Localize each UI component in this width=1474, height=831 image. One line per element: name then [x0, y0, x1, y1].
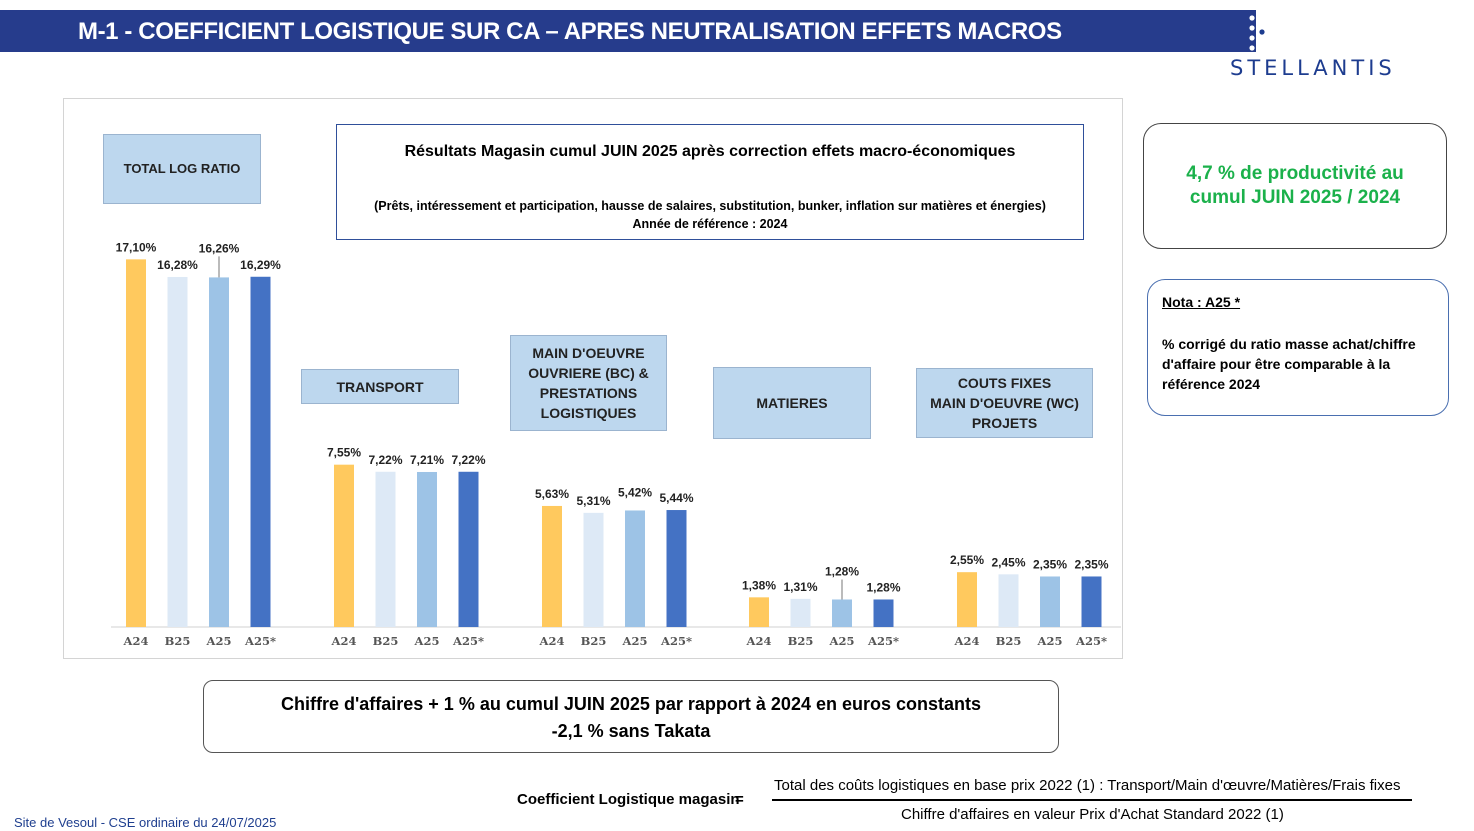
formula-numerator: Total des coûts logistiques en base prix…	[774, 777, 1401, 794]
bar-1-1	[375, 471, 396, 627]
results-subtitle: (Prêts, intéressement et participation, …	[374, 199, 1046, 213]
bar-0-0	[126, 259, 146, 627]
value-label: 17,10%	[116, 240, 157, 254]
revenue-line-1: Chiffre d'affaires + 1 % au cumul JUIN 2…	[280, 694, 982, 714]
bar-1-3	[458, 471, 479, 627]
bar-chart: 17,10% A24 16,28% B25 16,26% A25 16,29% A25* 7,5…	[111, 240, 1121, 648]
x-tick-label: A25*	[244, 634, 276, 648]
productivity-line-1: 4,7 % de productivité au	[1186, 163, 1404, 184]
results-reference: Année de référence : 2024	[632, 217, 788, 231]
stellantis-dots-icon	[1249, 15, 1265, 51]
value-label: 1,28%	[866, 580, 900, 594]
x-tick-label: A24	[123, 634, 149, 648]
formula-label: Coefficient Logistique magasin	[517, 791, 740, 808]
revenue-box: Chiffre d'affaires + 1 % au cumul JUIN 2…	[203, 680, 1059, 753]
bar-4-2	[1040, 576, 1060, 627]
x-tick-label: B25	[165, 634, 191, 648]
value-label: 2,55%	[950, 553, 984, 567]
nota-box: Nota : A25 * % corrigé du ratio masse ac…	[1147, 279, 1449, 416]
bar-2-3	[666, 510, 687, 627]
bar-0-2	[209, 277, 229, 627]
x-tick-label: A25	[829, 634, 855, 648]
bar-2-1	[583, 512, 604, 627]
group-label-matieres: MATIERES	[713, 367, 871, 439]
footer-site: Site de Vesoul - CSE ordinaire du 24/07/…	[14, 815, 277, 830]
bar-4-1	[998, 574, 1019, 627]
x-tick-label: A25*	[452, 634, 484, 648]
value-label: 7,22%	[368, 453, 402, 467]
results-info-box: Résultats Magasin cumul JUIN 2025 après …	[336, 124, 1084, 240]
x-tick-label: A25*	[867, 634, 899, 648]
formula-fraction-line	[772, 799, 1412, 801]
x-tick-label: A25	[1037, 634, 1063, 648]
x-tick-label: A25	[206, 634, 232, 648]
x-tick-label: B25	[581, 634, 607, 648]
x-tick-label: A24	[746, 634, 772, 648]
value-label: 1,31%	[783, 580, 817, 594]
bar-3-1	[790, 598, 811, 627]
value-label: 16,26%	[199, 241, 240, 255]
value-label: 5,44%	[659, 491, 693, 505]
bar-2-2	[625, 510, 645, 627]
productivity-box: 4,7 % de productivité au cumul JUIN 2025…	[1143, 123, 1447, 249]
value-label: 2,45%	[991, 555, 1025, 569]
group-label-transport: TRANSPORT	[301, 369, 459, 404]
x-tick-label: A25	[414, 634, 440, 648]
bar-1-0	[334, 464, 354, 627]
value-label: 1,28%	[825, 564, 859, 578]
value-label: 7,55%	[327, 446, 361, 460]
results-title: Résultats Magasin cumul JUIN 2025 après …	[404, 143, 1016, 160]
x-tick-label: B25	[373, 634, 399, 648]
page-title: M-1 - COEFFICIENT LOGISTIQUE SUR CA – AP…	[78, 18, 1062, 45]
x-tick-label: A24	[539, 634, 565, 648]
productivity-line-2: cumul JUIN 2025 / 2024	[1189, 187, 1401, 208]
nota-title: Nota : A25 *	[1162, 294, 1241, 310]
x-tick-label: A24	[954, 634, 980, 648]
bar-1-2	[417, 471, 437, 627]
bar-4-0	[957, 572, 977, 627]
bar-0-1	[167, 276, 188, 627]
value-label: 5,63%	[535, 487, 569, 501]
formula-denominator: Chiffre d'affaires en valeur Prix d'Acha…	[901, 806, 1284, 823]
value-label: 5,42%	[618, 485, 652, 499]
value-label: 16,28%	[157, 258, 198, 272]
nota-text: % corrigé du ratio masse achat/chiffre d…	[1162, 336, 1416, 392]
x-tick-label: A24	[331, 634, 357, 648]
value-label: 7,21%	[410, 453, 444, 467]
bar-4-3	[1081, 576, 1102, 627]
value-label: 1,38%	[742, 578, 776, 592]
bar-3-0	[749, 597, 769, 627]
value-label: 5,31%	[576, 494, 610, 508]
x-tick-label: A25*	[1075, 634, 1107, 648]
bar-2-0	[542, 505, 562, 627]
group-label-main-oeuvre: MAIN D'OEUVRE OUVRIERE (BC) & PRESTATION…	[510, 335, 667, 431]
x-tick-label: A25	[622, 634, 648, 648]
stellantis-logo: STELLANTIS	[1230, 56, 1396, 80]
value-label: 2,35%	[1033, 557, 1067, 571]
bar-3-2	[832, 599, 852, 627]
title-bar	[0, 10, 1256, 52]
value-label: 2,35%	[1074, 557, 1108, 571]
formula-equals: =	[735, 791, 744, 808]
x-tick-label: A25*	[660, 634, 692, 648]
group-label-couts-fixes: COUTS FIXES MAIN D'OEUVRE (WC) PROJETS	[916, 368, 1093, 438]
value-label: 16,29%	[240, 258, 281, 272]
x-tick-label: B25	[788, 634, 814, 648]
x-tick-label: B25	[996, 634, 1022, 648]
group-label-total: TOTAL LOG RATIO	[103, 134, 261, 204]
bar-3-3	[873, 599, 894, 627]
value-label: 7,22%	[451, 453, 485, 467]
revenue-line-2: -2,1 % sans Takata	[551, 721, 711, 741]
bar-0-3	[250, 276, 271, 627]
